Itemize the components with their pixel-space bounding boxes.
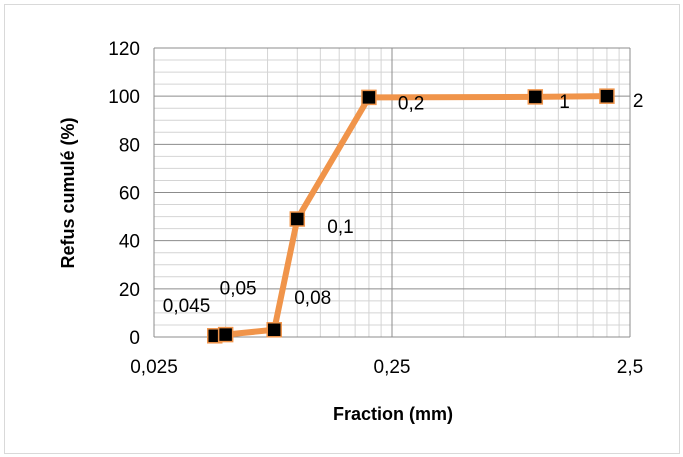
y-tick-label: 0	[129, 328, 140, 349]
y-tick-label: 120	[108, 39, 140, 60]
x-tick-label: 2,5	[617, 357, 643, 378]
data-marker	[266, 322, 282, 338]
y-tick-label: 40	[119, 232, 140, 253]
data-label: 0,08	[294, 288, 331, 309]
y-tick-label: 100	[108, 87, 140, 108]
x-tick-label: 0,25	[374, 357, 411, 378]
data-label: 1	[559, 92, 570, 113]
y-tick-label: 60	[119, 184, 140, 205]
data-marker	[527, 89, 544, 105]
data-label: 0,1	[327, 217, 353, 238]
x-axis-ticks: 0,025 0,25 2,5	[130, 357, 643, 378]
x-axis-title: Fraction (mm)	[333, 404, 453, 424]
data-marker	[217, 326, 234, 343]
y-axis-ticks: 0 20 40 60 80 100 120	[108, 39, 140, 349]
major-gridlines	[153, 47, 631, 338]
y-tick-label: 80	[119, 135, 140, 156]
data-label: 0,2	[398, 93, 424, 114]
data-label: 0,05	[220, 279, 257, 300]
data-markers	[207, 88, 615, 344]
data-marker	[289, 211, 306, 227]
data-label: 2	[633, 91, 644, 112]
x-tick-label: 0,025	[130, 357, 178, 378]
data-marker	[599, 88, 615, 104]
data-marker	[361, 89, 377, 106]
data-labels: 0,045 0,05 0,08 0,1 0,2 1 2	[163, 91, 644, 317]
y-axis-title: Refus cumulé (%)	[58, 117, 78, 268]
data-label: 0,045	[163, 296, 211, 317]
y-tick-label: 20	[119, 280, 140, 301]
